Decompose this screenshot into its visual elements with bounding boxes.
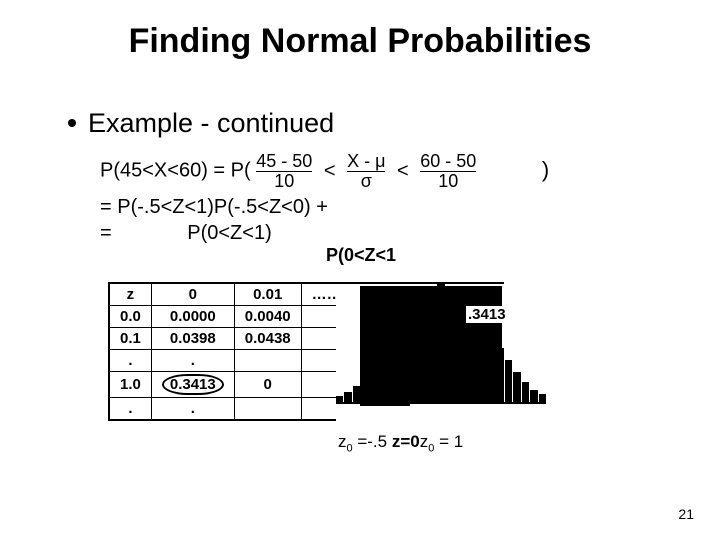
histogram-bar: [539, 394, 546, 402]
z-table-cell: 0.0398: [151, 328, 234, 350]
z-table-cell: .: [151, 350, 234, 372]
z-table-cell: 0.0438: [234, 328, 301, 350]
page-number: 21: [678, 506, 694, 522]
z-table-cell: .: [109, 398, 151, 421]
z-table-header-cell: 0: [151, 283, 234, 306]
histogram-bar: [522, 382, 529, 402]
z-table-header-cell: 0.01: [234, 283, 301, 306]
z-table-cell: [234, 398, 301, 421]
frac2-den: σ: [347, 171, 385, 191]
bullet-text: Example - continued: [88, 108, 334, 138]
eq-sign: =: [100, 222, 112, 244]
frac3-num: 60 - 50: [420, 152, 476, 171]
bullet-icon: [68, 119, 76, 127]
z-eq-0: z=0: [392, 432, 420, 451]
histogram-bar: [505, 360, 512, 402]
z-table-cell: .: [151, 398, 234, 421]
boxed-p0z1: P(0<Z<1: [326, 245, 396, 266]
chart-occluder-2: [360, 286, 410, 406]
histogram-bar: [513, 372, 520, 402]
slide-title: Finding Normal Probabilities: [0, 22, 720, 61]
frac1-den: 10: [256, 171, 312, 191]
z-table-cell: 0.0: [109, 306, 151, 328]
z-table-cell: 0.3413: [151, 372, 234, 398]
less-than-2: <: [391, 160, 415, 182]
frac-1: 45 - 50 10: [256, 152, 312, 191]
example-bullet: Example - continued: [68, 108, 334, 139]
frac2-num: X - μ: [347, 152, 385, 171]
p-expr: P(45<X<60) = P(: [100, 160, 251, 182]
frac-3: 60 - 50 10: [420, 152, 476, 191]
z-table-cell: 0: [234, 372, 301, 398]
frac3-den: 10: [420, 171, 476, 191]
z-axis-labels: z0 =-.5 z=0z0 = 1: [338, 432, 463, 454]
z-table-cell: [234, 350, 301, 372]
frac1-num: 45 - 50: [256, 152, 312, 171]
prob-value-overlay: .3413: [466, 306, 508, 323]
z-table-cell: 0.0040: [234, 306, 301, 328]
z-table-cell: .: [109, 350, 151, 372]
frac-2: X - μ σ: [347, 152, 385, 191]
close-paren: ): [542, 157, 549, 182]
math-line-2: = P(-.5<Z<1)P(-.5<Z<0) +: [100, 195, 660, 219]
z-table-cell: 1.0: [109, 372, 151, 398]
less-than-1: <: [318, 160, 342, 182]
math-line-1: P(45<X<60) = P( 45 - 50 10 < X - μ σ < 6…: [100, 152, 660, 191]
math-line-3: = P(0<Z<1): [100, 221, 660, 245]
z-table-cell: 0.1: [109, 328, 151, 350]
z0-left: z0 =-.5: [338, 432, 387, 451]
histogram-bar: [344, 392, 351, 402]
z0-left-val: =-.5: [353, 432, 388, 451]
p0z1: P(0<Z<1): [187, 222, 271, 244]
math-block: P(45<X<60) = P( 45 - 50 10 < X - μ σ < 6…: [100, 152, 660, 245]
z0-right: z0 = 1: [420, 432, 463, 451]
histogram-bar: [530, 390, 537, 402]
z0-right-val: = 1: [434, 432, 463, 451]
z-table-cell: 0.0000: [151, 306, 234, 328]
z-table-header-cell: z: [109, 283, 151, 306]
